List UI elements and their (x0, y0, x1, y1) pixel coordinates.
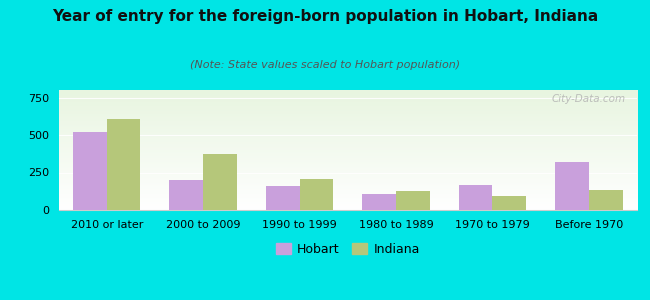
Bar (396, 190, 430, 210)
Text: City-Data.com: City-Data.com (551, 94, 625, 103)
Bar (203, 154, 237, 210)
Bar (459, 184, 493, 210)
Bar (107, 118, 140, 210)
Text: (Note: State values scaled to Hobart population): (Note: State values scaled to Hobart pop… (190, 60, 460, 70)
Text: Year of entry for the foreign-born population in Hobart, Indiana: Year of entry for the foreign-born popul… (52, 9, 598, 24)
Bar (300, 179, 333, 210)
Bar (73, 132, 107, 210)
Bar (589, 190, 623, 210)
Bar (266, 186, 300, 210)
Legend: Hobart, Indiana: Hobart, Indiana (276, 243, 420, 256)
Bar (555, 162, 589, 210)
Bar (493, 196, 526, 210)
Bar (170, 180, 203, 210)
Bar (362, 194, 396, 210)
